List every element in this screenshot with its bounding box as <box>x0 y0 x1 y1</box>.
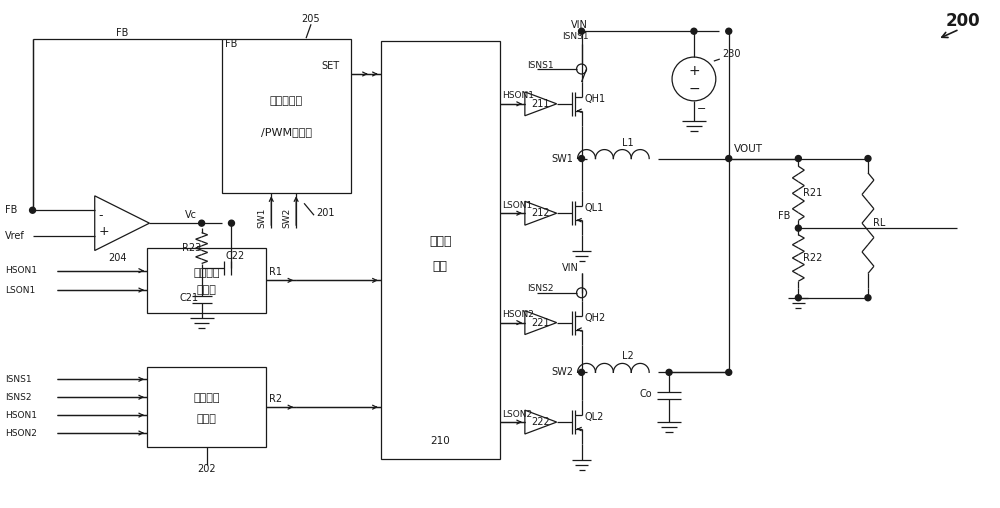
Polygon shape <box>525 92 557 116</box>
Text: SW1: SW1 <box>257 208 266 229</box>
Text: R22: R22 <box>803 253 823 263</box>
Text: R23: R23 <box>182 243 201 253</box>
Circle shape <box>795 155 801 162</box>
Text: ISNS1: ISNS1 <box>5 375 31 384</box>
Text: SW1: SW1 <box>552 153 574 164</box>
Text: VIN: VIN <box>571 20 588 30</box>
Circle shape <box>672 57 716 101</box>
Circle shape <box>865 295 871 301</box>
Text: L2: L2 <box>622 352 634 361</box>
Circle shape <box>199 220 205 226</box>
Circle shape <box>666 369 672 375</box>
Circle shape <box>577 64 587 74</box>
Text: R21: R21 <box>803 188 823 198</box>
Polygon shape <box>525 201 557 225</box>
Text: ISNS1: ISNS1 <box>562 31 588 41</box>
Text: R2: R2 <box>269 394 282 404</box>
Text: 211: 211 <box>532 99 550 109</box>
Circle shape <box>865 155 871 162</box>
Text: SW2: SW2 <box>282 208 291 228</box>
Text: Co: Co <box>639 389 652 399</box>
Text: HSON1: HSON1 <box>5 410 37 420</box>
Text: 204: 204 <box>108 253 126 263</box>
Text: LSON2: LSON2 <box>502 409 532 419</box>
Text: /PWM比较器: /PWM比较器 <box>261 126 312 137</box>
Text: SET: SET <box>321 61 339 71</box>
Text: VOUT: VOUT <box>734 144 763 153</box>
Circle shape <box>726 155 732 162</box>
Text: RL: RL <box>873 218 885 228</box>
Text: FB: FB <box>116 28 128 38</box>
Text: 221: 221 <box>531 318 550 328</box>
Text: ISNS2: ISNS2 <box>5 393 31 402</box>
Bar <box>147 248 266 313</box>
Text: FB: FB <box>5 205 17 215</box>
Text: Vc: Vc <box>185 210 197 220</box>
Text: FB: FB <box>778 211 791 221</box>
Circle shape <box>577 288 587 298</box>
Text: HSON1: HSON1 <box>502 91 534 101</box>
Text: QL1: QL1 <box>585 203 604 213</box>
Text: HSON1: HSON1 <box>5 266 37 275</box>
Text: 202: 202 <box>197 464 216 474</box>
Text: QH2: QH2 <box>585 312 606 323</box>
Circle shape <box>30 207 36 213</box>
Bar <box>222 39 351 194</box>
Text: +: + <box>688 64 700 78</box>
Text: ISNS1: ISNS1 <box>527 60 553 70</box>
Text: C21: C21 <box>180 293 199 303</box>
Text: 210: 210 <box>430 436 450 446</box>
Bar <box>147 367 266 447</box>
Polygon shape <box>95 196 149 250</box>
Text: 222: 222 <box>531 417 550 427</box>
Text: FB: FB <box>225 39 237 49</box>
Text: R1: R1 <box>269 267 282 277</box>
Text: ISNS2: ISNS2 <box>527 284 553 293</box>
Text: HSON2: HSON2 <box>5 429 37 437</box>
Text: HSON2: HSON2 <box>502 310 534 319</box>
Text: +: + <box>99 225 109 238</box>
Text: 200: 200 <box>945 12 980 30</box>
Text: 计时器: 计时器 <box>197 414 217 424</box>
Text: 205: 205 <box>302 14 320 24</box>
Circle shape <box>579 155 585 162</box>
Circle shape <box>726 369 732 375</box>
Circle shape <box>579 369 585 375</box>
Text: −: − <box>697 104 706 114</box>
Text: 斜坡发生器: 斜坡发生器 <box>270 96 303 106</box>
Circle shape <box>199 265 205 271</box>
Circle shape <box>691 28 697 34</box>
Polygon shape <box>525 311 557 335</box>
Text: 辑块: 辑块 <box>433 260 448 273</box>
Text: Vref: Vref <box>5 231 24 241</box>
Text: C22: C22 <box>226 251 245 261</box>
Circle shape <box>228 220 234 226</box>
Circle shape <box>579 28 585 34</box>
Text: 从相导通: 从相导通 <box>193 393 220 403</box>
Text: 230: 230 <box>722 49 740 59</box>
Text: 主相导通: 主相导通 <box>193 268 220 277</box>
Text: LSON1: LSON1 <box>502 201 532 210</box>
Text: VIN: VIN <box>562 263 579 273</box>
Text: −: − <box>688 82 700 96</box>
Text: QH1: QH1 <box>585 94 606 104</box>
Text: -: - <box>99 209 103 221</box>
Bar <box>381 41 500 459</box>
Text: L1: L1 <box>622 138 634 148</box>
Circle shape <box>726 28 732 34</box>
Text: 201: 201 <box>316 208 335 218</box>
Text: LSON1: LSON1 <box>5 285 35 295</box>
Text: 212: 212 <box>531 208 550 218</box>
Circle shape <box>795 225 801 231</box>
Polygon shape <box>525 410 557 434</box>
Circle shape <box>795 295 801 301</box>
Text: 计时器: 计时器 <box>197 285 217 295</box>
Text: SW2: SW2 <box>552 367 574 377</box>
Text: QL2: QL2 <box>585 412 604 422</box>
Text: 控制逻: 控制逻 <box>429 235 452 248</box>
